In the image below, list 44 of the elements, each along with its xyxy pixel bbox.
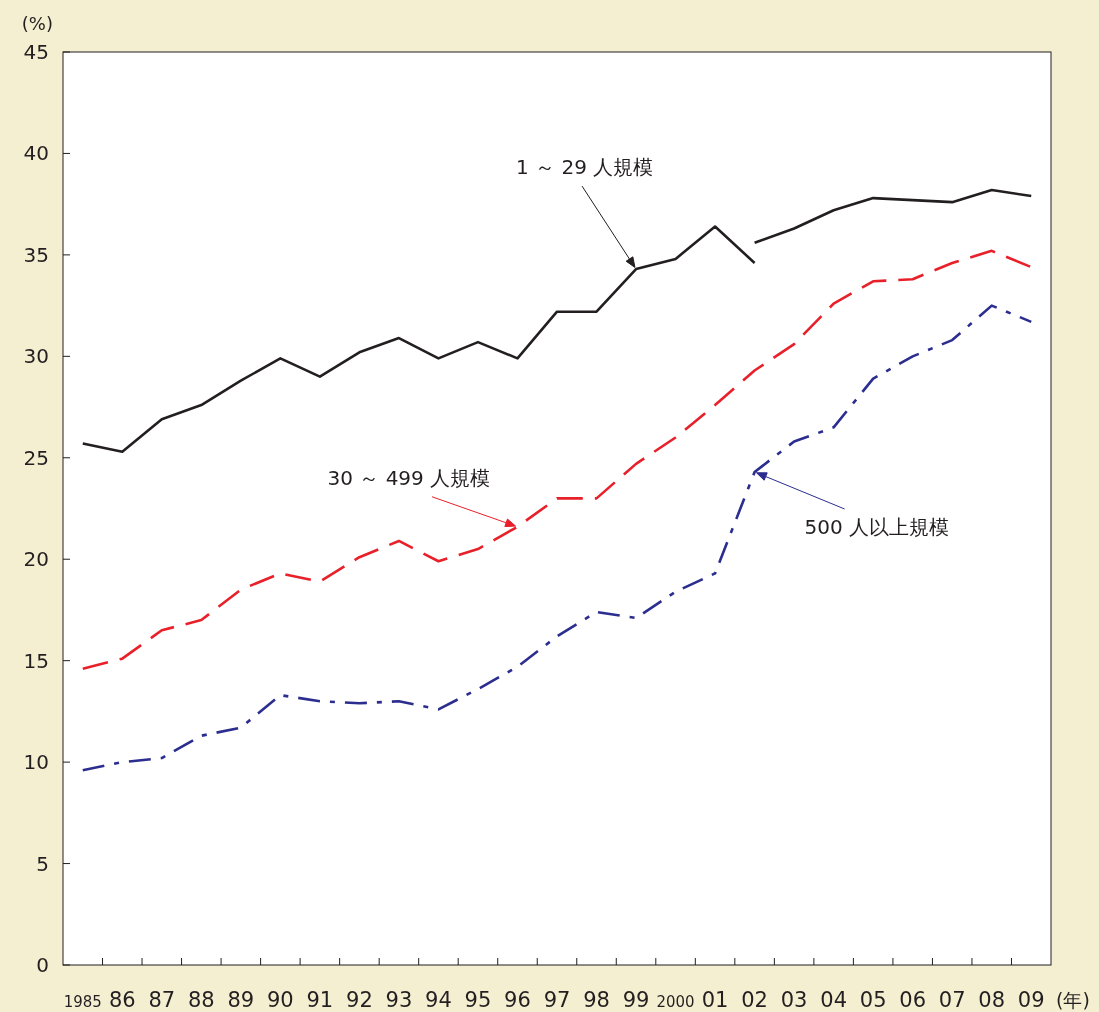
x-tick-label: 04 (820, 988, 848, 1012)
x-tick-label: 90 (266, 988, 294, 1012)
text: 30 ～ 499 人規模 (327, 465, 491, 490)
x-tick-label: 94 (425, 988, 452, 1012)
x-tick-label: 89 (227, 988, 255, 1012)
x-tick-label: 02 (741, 988, 768, 1012)
y-axis-title: (%) (21, 13, 53, 34)
x-tick-label: 88 (187, 988, 215, 1012)
x-tick-label: 09 (1017, 988, 1045, 1012)
text: 1 ～ 29 人規模 (516, 155, 654, 180)
x-tick-label: 08 (978, 988, 1006, 1012)
x-tick-label: 07 (938, 988, 966, 1012)
y-tick-label: 45 (23, 40, 49, 64)
y-tick-label: 5 (36, 851, 49, 876)
x-tick-label: 03 (780, 988, 808, 1012)
x-tick-label: 01 (701, 988, 729, 1012)
x-tick-label: 98 (583, 988, 610, 1012)
x-tick-label: 91 (306, 988, 334, 1012)
x-tick-label: 87 (148, 988, 176, 1012)
x-tick-label: 06 (899, 988, 927, 1012)
x-tick-label: 96 (504, 988, 531, 1012)
y-tick-label: 35 (23, 242, 49, 267)
y-tick-label: 15 (23, 648, 49, 673)
line-series (81, 304, 1033, 772)
x-tick-label: 97 (543, 988, 571, 1012)
x-tick-label: 92 (346, 988, 373, 1012)
line-series (81, 249, 1033, 671)
x-tick-label: 99 (622, 988, 650, 1012)
y-tick-label: 25 (23, 445, 49, 470)
y-tick-label: 10 (23, 750, 49, 775)
x-tick-label: 95 (464, 988, 492, 1012)
line-series (753, 188, 1033, 245)
x-tick-label: 93 (385, 988, 413, 1012)
x-tick-label: 1985 (63, 992, 105, 1011)
x-axis-title: (年) (1056, 989, 1090, 1011)
y-tick-label: 40 (23, 141, 49, 166)
y-tick-label: 0 (36, 953, 49, 977)
y-tick-label: 20 (23, 547, 49, 572)
y-tick-label: 30 (23, 344, 49, 369)
x-tick-label: 2000 (656, 992, 698, 1011)
legend-label: 500 人以上規模 (804, 514, 950, 539)
x-tick-label: 05 (859, 988, 887, 1012)
x-tick-label: 86 (108, 988, 136, 1012)
line-series (81, 225, 756, 453)
